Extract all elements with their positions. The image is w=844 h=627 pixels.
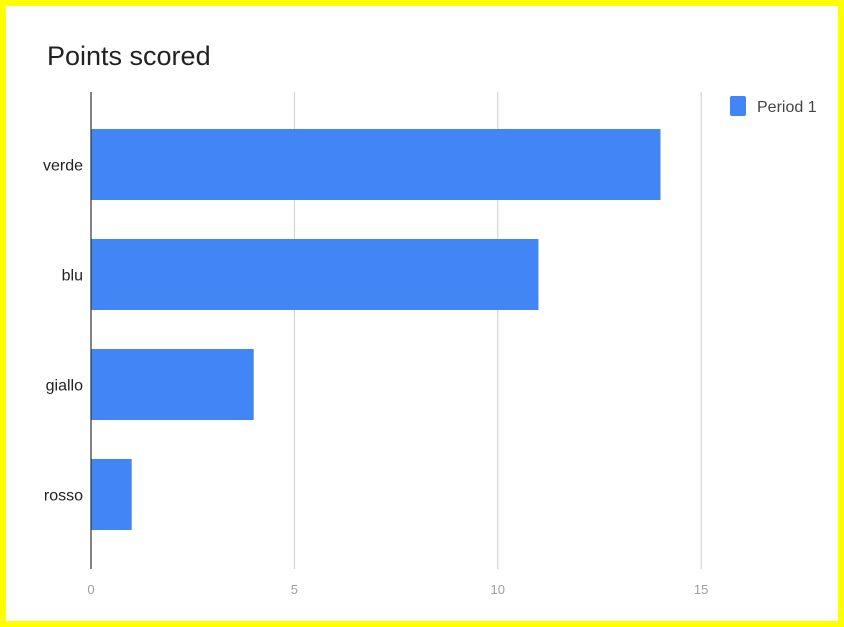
bar-blu [91,239,539,310]
x-tick-label: 10 [491,582,505,597]
category-label: rosso [44,488,83,505]
x-tick-label: 15 [694,582,708,597]
legend-swatch [730,96,746,116]
category-label: giallo [46,378,83,395]
category-label: blu [62,268,83,285]
chart-plot: 0 5 10 15 verde blu giallo rosso Period 1 [43,92,817,597]
x-tick-label: 5 [291,582,298,597]
bar-giallo [91,349,254,420]
chart-title: Points scored [47,41,211,71]
legend-label: Period 1 [757,99,817,116]
bar-rosso [91,459,132,530]
bar-verde [91,129,661,200]
category-label: verde [43,158,83,175]
x-tick-label: 0 [87,582,94,597]
